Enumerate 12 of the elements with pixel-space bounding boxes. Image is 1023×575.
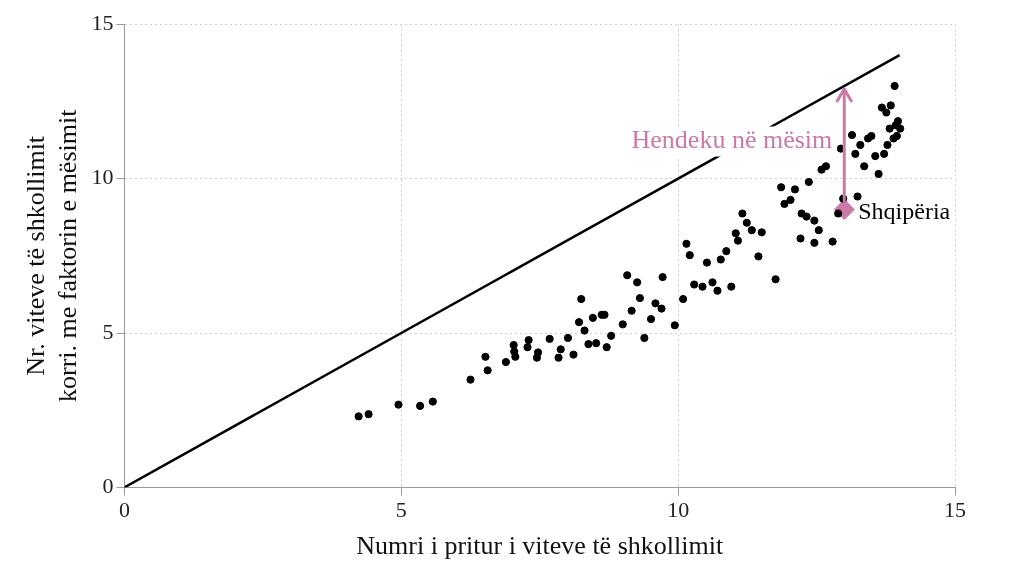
- y-axis-title: Nr. viteve të shkollimit korri. me faktorin e mësimit: [21, 108, 82, 403]
- y-tick-label: 5: [102, 318, 114, 344]
- x-tick-label: 10: [667, 497, 690, 523]
- y-tick-label: 15: [91, 9, 114, 35]
- x-tick-label: 5: [395, 497, 407, 523]
- x-axis-title: Numri i pritur i viteve të shkollimit: [356, 531, 724, 561]
- x-tick-label: 15: [944, 497, 966, 523]
- series-label: Shqipëria: [858, 197, 951, 224]
- annotation: Hendeku në mësim: [631, 125, 833, 155]
- x-tick-label: 0: [118, 497, 130, 523]
- y-tick-label: 10: [91, 164, 114, 190]
- y-tick-label: 0: [102, 473, 114, 499]
